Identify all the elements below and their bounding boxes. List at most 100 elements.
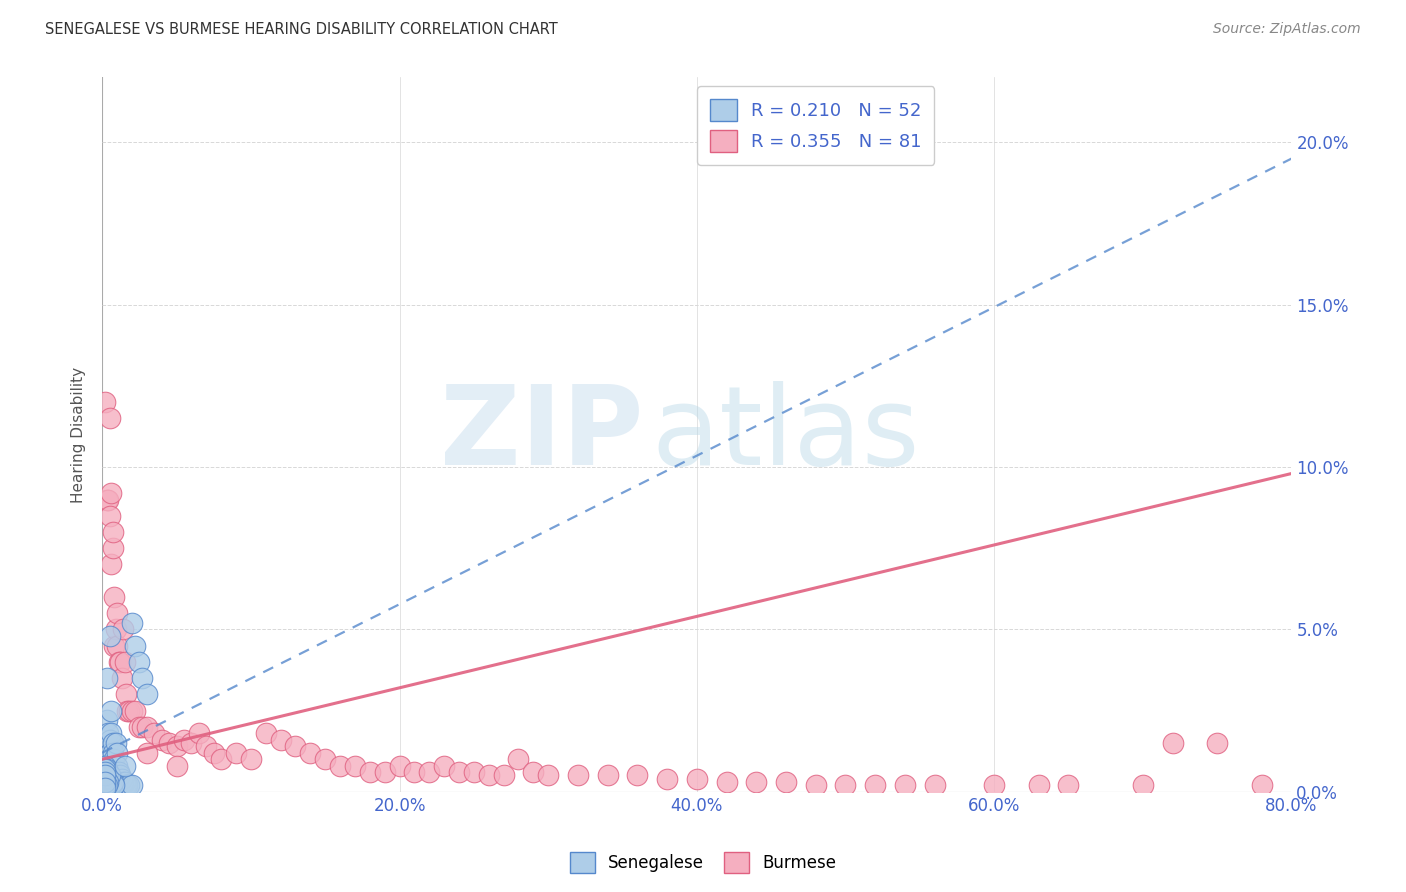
Text: atlas: atlas [651, 381, 920, 488]
Point [96, 492, 118, 507]
Point [1161, 736, 1184, 750]
Point [94, 778, 117, 792]
Point [96, 762, 118, 776]
Point [124, 639, 146, 653]
Point [101, 524, 124, 539]
Point [108, 768, 131, 782]
Point [433, 758, 456, 772]
Point [924, 778, 946, 792]
Point [478, 768, 501, 782]
Point [359, 765, 381, 780]
Point [110, 772, 132, 786]
Point [94, 775, 117, 789]
Point [128, 655, 150, 669]
Point [98, 768, 121, 782]
Point [299, 746, 322, 760]
Point [97, 775, 120, 789]
Text: Source: ZipAtlas.com: Source: ZipAtlas.com [1213, 22, 1361, 37]
Point [98, 746, 121, 760]
Point [103, 758, 125, 772]
Point [686, 772, 709, 786]
Point [114, 655, 136, 669]
Point [404, 765, 426, 780]
Point [173, 732, 195, 747]
Point [374, 765, 396, 780]
Point [135, 687, 157, 701]
Point [96, 778, 118, 792]
Point [115, 687, 138, 701]
Point [94, 758, 117, 772]
Point [1250, 778, 1272, 792]
Point [187, 726, 209, 740]
Point [98, 508, 121, 523]
Point [103, 639, 125, 653]
Point [329, 758, 352, 772]
Point [94, 778, 117, 792]
Point [124, 704, 146, 718]
Point [508, 752, 530, 766]
Point [100, 726, 122, 740]
Point [135, 720, 157, 734]
Point [98, 778, 121, 792]
Point [314, 752, 336, 766]
Point [143, 726, 166, 740]
Point [103, 778, 125, 792]
Point [96, 775, 118, 789]
Point [105, 606, 128, 620]
Point [626, 768, 648, 782]
Point [105, 746, 128, 760]
Point [115, 778, 138, 792]
Point [107, 765, 129, 780]
Point [166, 758, 188, 772]
Point [100, 486, 122, 500]
Point [537, 768, 560, 782]
Point [117, 778, 139, 792]
Point [98, 411, 121, 425]
Point [98, 629, 121, 643]
Text: SENEGALESE VS BURMESE HEARING DISABILITY CORRELATION CHART: SENEGALESE VS BURMESE HEARING DISABILITY… [45, 22, 558, 37]
Point [103, 752, 125, 766]
Point [121, 778, 143, 792]
Point [100, 558, 122, 572]
Point [655, 772, 678, 786]
Point [108, 655, 131, 669]
Point [101, 746, 124, 760]
Point [834, 778, 856, 792]
Point [463, 765, 485, 780]
Point [97, 726, 120, 740]
Point [180, 736, 202, 750]
Point [96, 671, 118, 685]
Point [150, 732, 173, 747]
Point [101, 775, 124, 789]
Point [983, 778, 1005, 792]
Legend: Senegalese, Burmese: Senegalese, Burmese [562, 846, 844, 880]
Point [117, 704, 139, 718]
Point [105, 639, 128, 653]
Point [111, 623, 134, 637]
Point [522, 765, 544, 780]
Point [894, 778, 917, 792]
Point [114, 775, 136, 789]
Point [118, 778, 141, 792]
Point [131, 671, 153, 685]
Text: ZIP: ZIP [440, 381, 644, 488]
Point [418, 765, 440, 780]
Point [128, 720, 150, 734]
Point [103, 590, 125, 604]
Point [492, 768, 515, 782]
Point [804, 778, 827, 792]
Point [94, 768, 117, 782]
Point [107, 655, 129, 669]
Point [94, 772, 117, 786]
Point [131, 720, 153, 734]
Point [100, 778, 122, 792]
Point [100, 704, 122, 718]
Point [239, 752, 262, 766]
Point [447, 765, 470, 780]
Point [97, 492, 120, 507]
Point [121, 615, 143, 630]
Point [254, 726, 277, 740]
Point [270, 732, 292, 747]
Point [1206, 736, 1229, 750]
Point [114, 758, 136, 772]
